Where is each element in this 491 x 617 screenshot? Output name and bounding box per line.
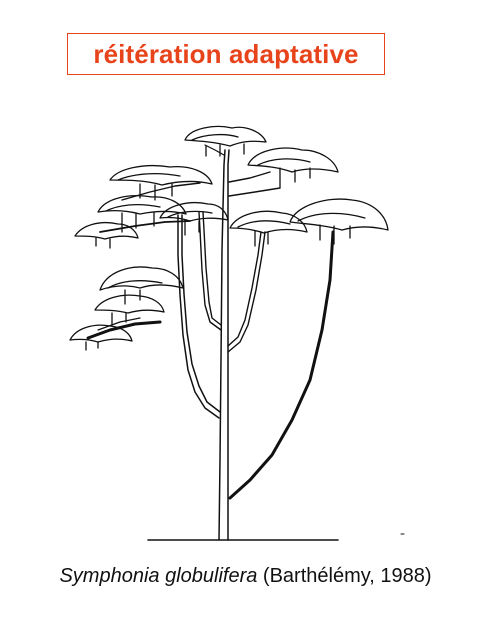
citation: (Barthélémy, 1988): [257, 565, 432, 587]
main-trunk: [218, 149, 230, 541]
left-reiterated-axis: [177, 214, 221, 419]
top-branch: [204, 144, 225, 156]
lower-left-branch: [86, 320, 162, 340]
species-name: Symphonia globulifera: [59, 565, 258, 587]
inner-left-axis: [198, 211, 222, 331]
upper-right-branch-2: [228, 171, 271, 183]
title-box: réitération adaptative: [67, 33, 385, 75]
inner-right-axis: [227, 231, 266, 353]
figure-caption: Symphonia globulifera (Barthélémy, 1988): [0, 565, 491, 588]
page-title: réitération adaptative: [93, 38, 359, 69]
upper-left-branch: [99, 220, 191, 233]
lower-left-branch-inner: [97, 317, 141, 331]
right-reiterated-axis: [228, 230, 335, 500]
upper-right-branch: [228, 187, 281, 197]
crown-units: [69, 125, 389, 351]
